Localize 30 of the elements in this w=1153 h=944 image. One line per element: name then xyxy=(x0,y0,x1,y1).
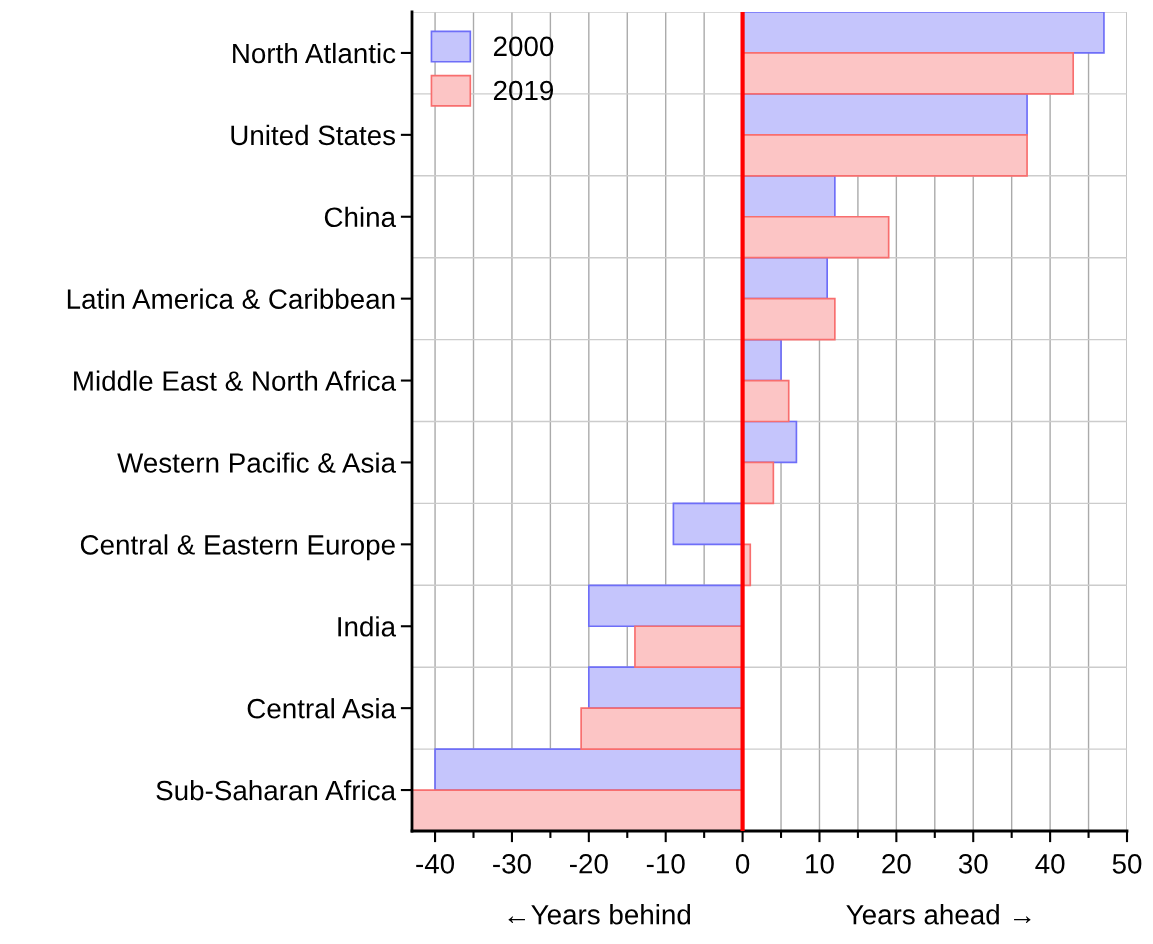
y-tick-label: United States xyxy=(231,124,396,146)
x-tick-label: -40 xyxy=(416,853,455,874)
x-tick-label: 30 xyxy=(958,853,988,874)
legend-label: 2019 xyxy=(493,80,554,101)
bar xyxy=(672,502,744,546)
x-tick-label: 40 xyxy=(1035,853,1065,874)
y-tick-label: China xyxy=(324,206,397,228)
x-tick-label: -10 xyxy=(646,853,685,874)
x-tick-label: 0 xyxy=(735,853,750,874)
y-tick-label: Central Asia xyxy=(247,698,397,719)
y-tick-label: Western Pacific & Asia xyxy=(117,452,397,473)
bar xyxy=(587,666,744,709)
bar xyxy=(434,748,744,791)
x-tick-label: -20 xyxy=(569,853,608,874)
x-axis-title: ←Years behind Years ahead → xyxy=(508,904,1031,925)
x-tick-label: -30 xyxy=(493,853,531,874)
y-tick-label: Latin America & Caribbean xyxy=(67,288,395,309)
x-tick-label: 20 xyxy=(882,853,911,874)
y-tick-label: Central & Eastern Europe xyxy=(80,534,395,561)
y-tick-label: North Atlantic xyxy=(233,42,396,64)
bar xyxy=(580,707,744,750)
bar xyxy=(587,584,744,628)
bar xyxy=(634,625,744,669)
x-tick-label: 10 xyxy=(806,853,834,874)
legend-label: 2000 xyxy=(493,36,554,57)
y-tick-label: India xyxy=(338,616,397,637)
y-tick-label: Sub-Saharan Africa xyxy=(156,779,397,801)
x-tick-label: 50 xyxy=(1112,853,1142,874)
bar xyxy=(412,789,744,831)
y-tick-label: Middle East & North Africa xyxy=(74,370,397,391)
